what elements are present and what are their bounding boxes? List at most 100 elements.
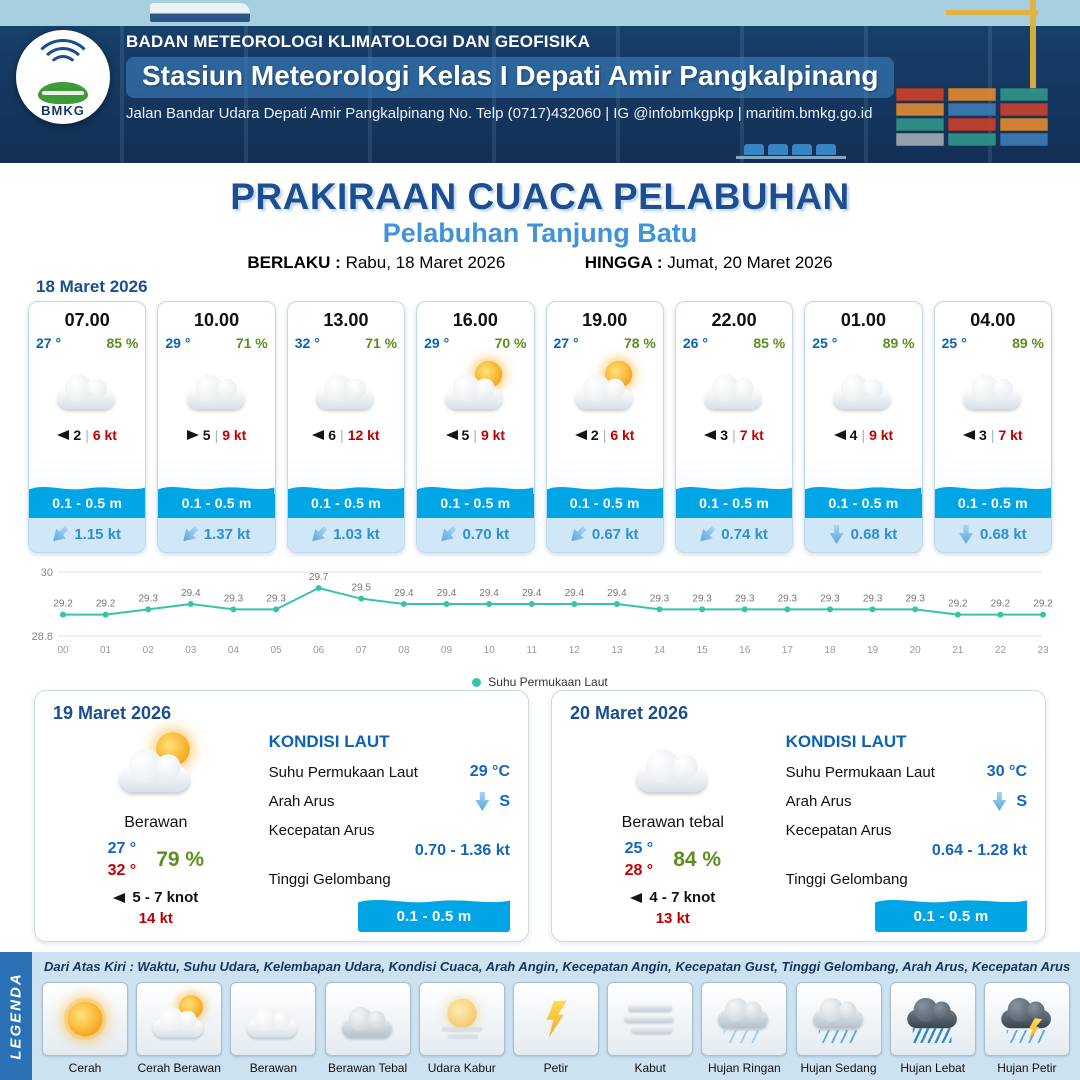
sst-label: Suhu Permukaan Laut	[268, 763, 418, 781]
sst-value: 30 °C	[986, 763, 1027, 780]
svg-text:19: 19	[867, 645, 879, 656]
legend-items: Cerah Cerah Berawan Berawan Berawan Tebal Ud…	[40, 982, 1072, 1075]
svg-text:29.3: 29.3	[735, 593, 755, 604]
wave-height-value: 0.1 - 0.5 m	[158, 494, 275, 518]
card-humidity: 85 %	[106, 335, 139, 351]
legend-description: Dari Atas Kiri : Waktu, Suhu Udara, Kele…	[44, 959, 1071, 974]
card-humidity: 89 %	[882, 335, 915, 351]
sun-icon	[56, 995, 115, 1043]
current-direction-icon	[49, 523, 72, 546]
legend-icon-card	[607, 982, 694, 1056]
partly-icon	[114, 732, 197, 800]
sst-label: Suhu Permukaan Laut	[785, 763, 935, 781]
wave-height-value: 0.1 - 0.5 m	[805, 494, 922, 518]
legend-icon-card	[418, 982, 505, 1056]
wind-speed-value: 9 kt	[480, 427, 506, 443]
rain-heavy-icon	[903, 995, 962, 1043]
svg-text:20: 20	[910, 645, 922, 656]
cloud-icon	[183, 361, 250, 416]
chart-legend-marker	[472, 677, 482, 687]
svg-text:21: 21	[952, 645, 964, 656]
current-strip: 1.03 kt	[287, 518, 405, 552]
legend-item: Udara Kabur	[417, 982, 507, 1075]
current-direction-value: S	[499, 792, 510, 810]
seat-bar	[736, 156, 846, 159]
current-strip: 1.37 kt	[158, 518, 275, 552]
current-strip: 0.67 kt	[546, 518, 663, 552]
legend-band: LEGENDA	[0, 952, 32, 1080]
svg-text:01: 01	[100, 645, 112, 656]
condition-label: Berawan tebal	[621, 814, 724, 831]
svg-text:29.4: 29.4	[565, 588, 585, 599]
current-direction-icon	[566, 523, 589, 546]
wave-height-value: 0.1 - 0.5 m	[417, 494, 534, 518]
legend-item-label: Cerah	[68, 1061, 102, 1075]
current-strip: 0.74 kt	[675, 518, 793, 552]
logo-earth-icon	[38, 82, 88, 104]
wind-direction-icon	[630, 892, 643, 903]
svg-text:23: 23	[1037, 645, 1049, 656]
svg-text:08: 08	[398, 645, 410, 656]
agency-name: BADAN METEOROLOGI KLIMATOLOGI DAN GEOFIS…	[126, 32, 591, 51]
svg-text:29.7: 29.7	[309, 572, 329, 583]
address-line: Jalan Bandar Udara Depati Amir Pangkalpi…	[126, 105, 873, 122]
current-speed-value: 0.68 kt	[850, 526, 898, 543]
svg-text:29.4: 29.4	[607, 588, 627, 599]
sea-conditions-heading: KONDISI LAUT	[268, 732, 390, 751]
forecast-card: 04.00 25 ° 89 % 3 | 7 kt 0.1 - 0.5 m 0.68 kt	[933, 301, 1052, 553]
daily-summary-row: 19 Maret 2026 Berawan 27 ° 32 ° 79 % 5	[34, 690, 1046, 942]
wind-row: 3 | 7 kt	[704, 427, 764, 443]
wind-direction-icon	[963, 430, 976, 440]
legend-item: Hujan Ringan	[699, 982, 789, 1075]
logo-arc-icon	[31, 39, 95, 103]
daily-date: 20 Maret 2026	[570, 703, 689, 723]
wave-crest-icon	[158, 486, 275, 494]
card-weather-icon-box	[573, 357, 637, 419]
wind-direction-icon	[833, 430, 846, 440]
valid-to-value: Jumat, 20 Maret 2026	[667, 253, 833, 272]
wind-speed-value: 9 kt	[222, 427, 247, 443]
wind-force-value: 4	[849, 427, 858, 443]
wind-range: 5 - 7 knot	[132, 889, 199, 907]
card-temperature: 25 °	[812, 335, 838, 351]
gust-speed: 13 kt	[655, 910, 690, 928]
card-weather-icon-box	[702, 357, 766, 419]
svg-text:29.4: 29.4	[522, 588, 542, 599]
wave-height-badge: 0.1 - 0.5 m	[934, 481, 1051, 518]
valid-from-value: Rabu, 18 Maret 2026	[345, 253, 506, 272]
current-direction-icon	[437, 523, 460, 546]
current-strip: 0.68 kt	[805, 518, 922, 552]
svg-text:11: 11	[527, 645, 538, 656]
legend-item: Hujan Lebat	[888, 982, 978, 1075]
daily-weather-icon-box	[119, 726, 190, 806]
wind-separator: |	[473, 427, 477, 443]
wave-crest-icon	[805, 486, 922, 494]
ship-silhouette	[150, 3, 250, 22]
card-humidity: 71 %	[235, 335, 268, 351]
svg-text:29.2: 29.2	[991, 599, 1011, 610]
partly-icon	[442, 360, 509, 416]
card-temperature: 27 °	[553, 335, 579, 351]
legend-item-label: Berawan	[249, 1061, 298, 1075]
card-time: 07.00	[64, 310, 110, 330]
card-weather-icon-box	[961, 357, 1025, 419]
legend-icon-card	[512, 982, 599, 1056]
wind-direction-icon	[57, 430, 70, 440]
wind-range: 4 - 7 knot	[649, 889, 716, 907]
wind-separator: |	[732, 427, 736, 443]
svg-text:03: 03	[185, 645, 197, 656]
wave-crest-icon	[417, 486, 534, 494]
temp-min: 27 °	[107, 840, 137, 857]
bmkg-logo: BMKG	[16, 30, 110, 124]
legend-icon-card	[795, 982, 882, 1056]
wave-height-badge: 0.1 - 0.5 m	[29, 481, 146, 518]
svg-text:29.4: 29.4	[394, 588, 414, 599]
legend-icon-card	[701, 982, 788, 1056]
logo-text: BMKG	[41, 103, 85, 118]
wind-speed-value: 7 kt	[739, 427, 764, 443]
legend-icon-card	[983, 982, 1070, 1056]
temp-max: 32 °	[107, 861, 137, 879]
wave-height-value: 0.1 - 0.5 m	[358, 907, 510, 932]
svg-text:22: 22	[995, 645, 1007, 656]
svg-text:29.2: 29.2	[948, 599, 968, 610]
